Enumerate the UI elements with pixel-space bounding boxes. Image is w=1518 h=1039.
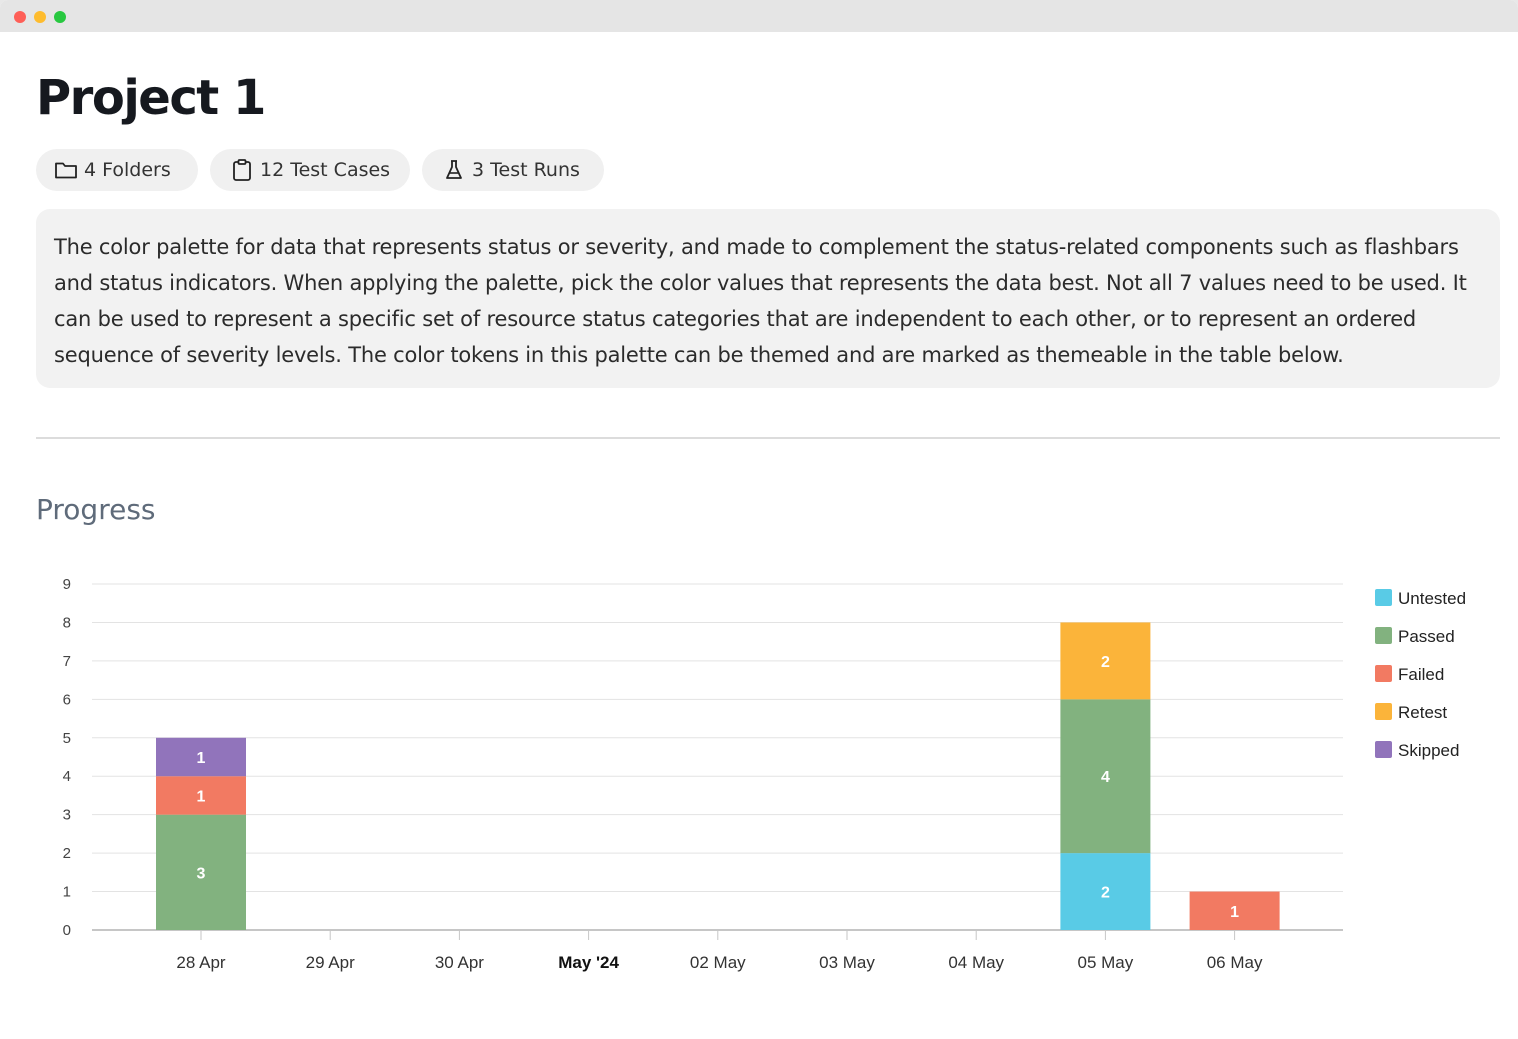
- y-tick-label: 1: [63, 884, 71, 901]
- folder-icon: [55, 162, 77, 179]
- test-cases-count-badge[interactable]: 12 Test Cases: [210, 149, 410, 191]
- test-runs-count-label: 3 Test Runs: [472, 159, 580, 181]
- legend-label-untested: Untested: [1398, 589, 1466, 608]
- window-titlebar: [0, 0, 1518, 32]
- legend-label-retest: Retest: [1398, 703, 1447, 722]
- y-tick-label: 5: [63, 730, 71, 747]
- bar-segment-untested: [1060, 853, 1151, 930]
- legend-swatch-retest: [1375, 703, 1392, 720]
- maximize-window-button[interactable]: [54, 11, 66, 23]
- legend-label-passed: Passed: [1398, 627, 1455, 646]
- y-tick-label: 3: [63, 807, 71, 824]
- close-window-button[interactable]: [14, 11, 26, 23]
- flask-icon: [446, 160, 462, 179]
- bar-value-label: 2: [1101, 654, 1110, 671]
- bar-segment-passed: [156, 814, 246, 930]
- x-tick-label: 06 May: [1207, 953, 1263, 972]
- progress-section-title: Progress: [36, 493, 156, 526]
- bar-value-label: 1: [197, 750, 206, 767]
- y-tick-label: 9: [63, 576, 71, 593]
- bar-segment-retest: [1060, 622, 1151, 700]
- section-divider: [36, 437, 1500, 439]
- legend-label-skipped: Skipped: [1398, 741, 1459, 760]
- bar-segment-failed: [1189, 891, 1280, 930]
- y-tick-label: 8: [63, 614, 71, 631]
- bar-value-label: 4: [1101, 769, 1110, 786]
- x-tick-label: 04 May: [948, 953, 1004, 972]
- bar-segment-passed: [1060, 699, 1151, 854]
- x-tick-label: 28 Apr: [176, 953, 225, 972]
- test-cases-count-label: 12 Test Cases: [260, 159, 391, 181]
- legend-swatch-untested: [1375, 589, 1392, 606]
- y-tick-label: 2: [63, 845, 71, 862]
- progress-stacked-bar-chart: 0 1 2 3 4 5 6 7 8 9 3 1 1 28 Apr 29 Apr 30 Apr May '24 02…: [63, 576, 1466, 972]
- y-tick-label: 7: [63, 653, 71, 670]
- page-title: Project 1: [36, 70, 266, 126]
- folders-count-label: 4 Folders: [84, 159, 171, 181]
- legend-swatch-skipped: [1375, 741, 1392, 758]
- minimize-window-button[interactable]: [34, 11, 46, 23]
- bar-value-label: 1: [197, 788, 206, 805]
- bar-value-label: 1: [1230, 904, 1239, 921]
- bar-value-label: 2: [1101, 885, 1110, 902]
- x-tick-label: May '24: [558, 953, 619, 972]
- y-tick-label: 6: [63, 691, 71, 708]
- y-tick-label: 4: [63, 768, 71, 785]
- x-tick-label: 03 May: [819, 953, 875, 972]
- x-tick-label: 30 Apr: [435, 953, 484, 972]
- x-tick-label: 29 Apr: [306, 953, 355, 972]
- clipboard-icon: [233, 159, 251, 181]
- test-runs-count-badge[interactable]: 3 Test Runs: [422, 149, 604, 191]
- legend-swatch-passed: [1375, 627, 1392, 644]
- x-tick-label: 05 May: [1078, 953, 1134, 972]
- folders-count-badge[interactable]: 4 Folders: [36, 149, 198, 191]
- legend-label-failed: Failed: [1398, 665, 1444, 684]
- bar-segment-failed: [156, 776, 246, 815]
- project-description: The color palette for data that represen…: [36, 209, 1500, 388]
- y-tick-label: 0: [63, 922, 71, 939]
- bar-segment-skipped: [156, 737, 246, 777]
- x-tick-label: 02 May: [690, 953, 746, 972]
- legend-swatch-failed: [1375, 665, 1392, 682]
- bar-value-label: 3: [197, 865, 206, 882]
